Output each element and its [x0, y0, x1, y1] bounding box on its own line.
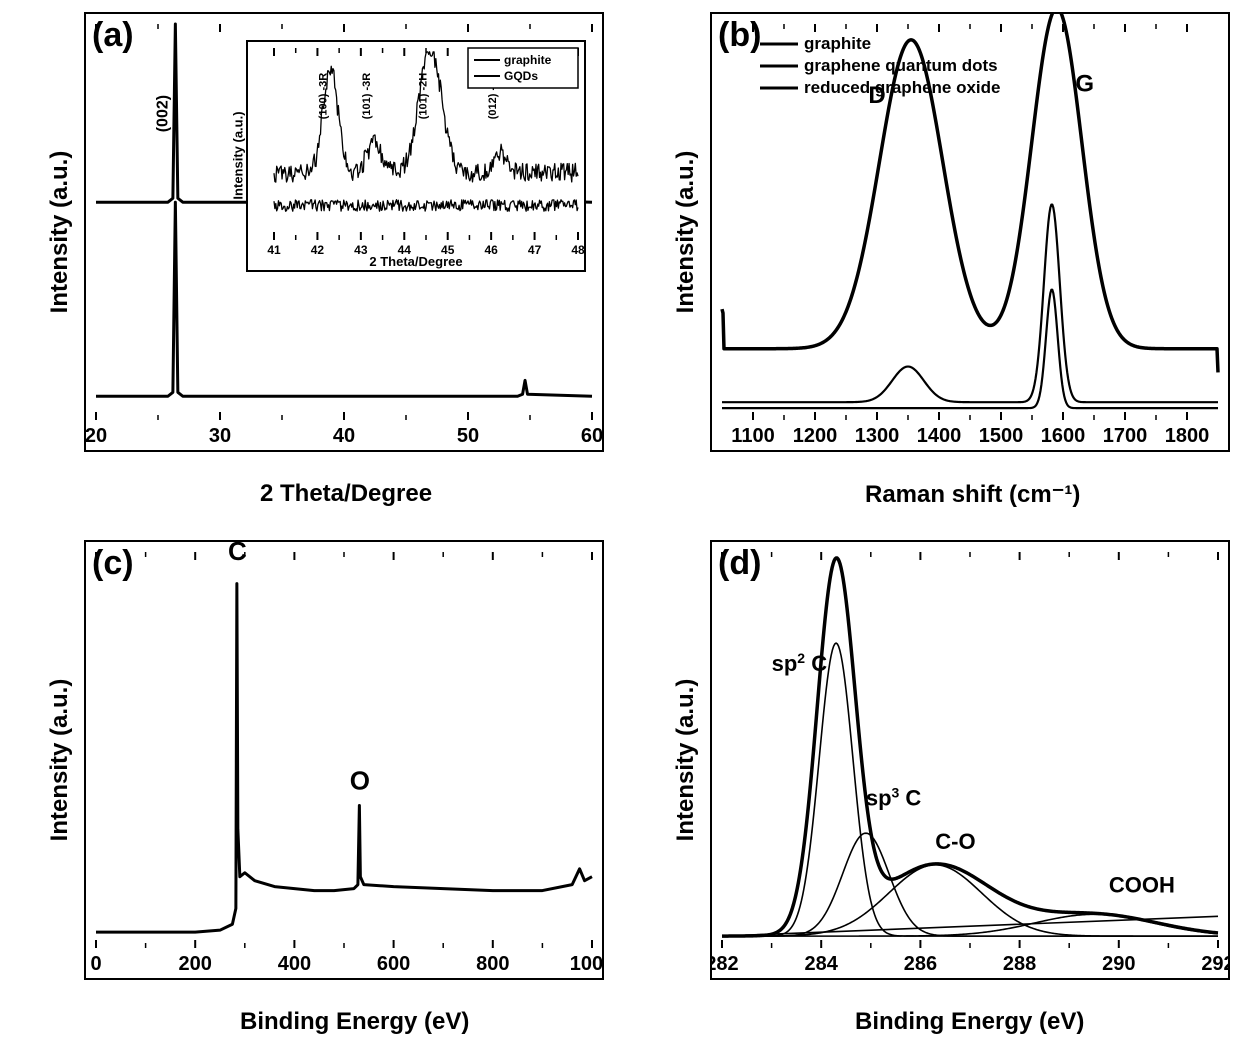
svg-text:C: C: [228, 542, 247, 566]
svg-text:200: 200: [179, 953, 212, 975]
svg-text:sp3 C: sp3 C: [866, 784, 922, 810]
svg-text:1300: 1300: [855, 425, 900, 447]
panel-d-xlabel: Binding Energy (eV): [855, 1008, 1084, 1036]
svg-text:282: 282: [712, 953, 739, 975]
panel-d: 282 284 286 288 290 292 sp2 C sp3 C C-O COOH (d): [710, 540, 1230, 980]
svg-text:(101) -2H: (101) -2H: [417, 73, 429, 120]
svg-text:30: 30: [209, 425, 231, 447]
svg-text:400: 400: [278, 953, 311, 975]
panel-b-xlabel: Raman shift (cm⁻¹): [865, 480, 1080, 509]
svg-text:42: 42: [311, 243, 325, 257]
svg-text:1000: 1000: [570, 953, 602, 975]
svg-text:0: 0: [90, 953, 101, 975]
svg-text:1800: 1800: [1165, 425, 1210, 447]
panel-c: 0 200 400 600 800 1000 C O (c): [84, 540, 604, 980]
svg-text:20: 20: [86, 425, 107, 447]
svg-text:1100: 1100: [731, 425, 774, 447]
svg-text:800: 800: [476, 953, 509, 975]
figure-root: 2030405060(002)(004) (a) 414243444546474…: [0, 0, 1240, 1039]
svg-text:2 Theta/Degree: 2 Theta/Degree: [369, 254, 462, 269]
svg-text:288: 288: [1003, 953, 1036, 975]
panel-b-label: (b): [718, 16, 761, 55]
svg-text:graphene quantum dots: graphene quantum dots: [804, 56, 998, 75]
svg-text:284: 284: [805, 953, 839, 975]
svg-text:60: 60: [581, 425, 602, 447]
svg-text:graphite: graphite: [504, 53, 552, 67]
panel-d-chart: 282 284 286 288 290 292 sp2 C sp3 C C-O COOH: [712, 542, 1228, 978]
panel-a: 2030405060(002)(004) (a) 414243444546474…: [84, 12, 604, 452]
svg-text:reduced graphene oxide: reduced graphene oxide: [804, 78, 1001, 97]
panel-a-inset-chart: 41424344454647482 Theta/Degree(100) -3R(…: [248, 42, 584, 270]
svg-text:G: G: [1075, 70, 1094, 97]
svg-text:COOH: COOH: [1109, 873, 1175, 898]
svg-text:290: 290: [1102, 953, 1135, 975]
svg-text:1200: 1200: [793, 425, 838, 447]
svg-text:(100) -3R: (100) -3R: [317, 73, 329, 120]
panel-b-chart: 11001200130014001500160017001800DGgraphi…: [712, 14, 1228, 450]
svg-text:O: O: [350, 766, 370, 796]
svg-text:47: 47: [528, 243, 542, 257]
svg-text:(002): (002): [154, 95, 171, 132]
svg-text:48: 48: [571, 243, 584, 257]
panel-c-xlabel: Binding Energy (eV): [240, 1008, 469, 1036]
svg-text:1500: 1500: [979, 425, 1024, 447]
svg-text:43: 43: [354, 243, 368, 257]
panel-a-label: (a): [92, 16, 134, 55]
svg-text:1600: 1600: [1041, 425, 1086, 447]
panel-d-label: (d): [718, 544, 761, 583]
panel-d-ylabel: Intensity (a.u.): [672, 660, 700, 860]
panel-c-label: (c): [92, 544, 134, 583]
svg-text:46: 46: [484, 243, 498, 257]
panel-a-xlabel: 2 Theta/Degree: [260, 480, 432, 508]
panel-b-ylabel: Intensity (a.u.): [672, 132, 700, 332]
svg-text:(101) -3R: (101) -3R: [361, 73, 373, 120]
svg-text:600: 600: [377, 953, 410, 975]
svg-text:50: 50: [457, 425, 479, 447]
panel-c-ylabel: Intensity (a.u.): [46, 660, 74, 860]
svg-text:C-O: C-O: [935, 829, 975, 854]
svg-text:40: 40: [333, 425, 355, 447]
panel-c-chart: 0 200 400 600 800 1000 C O: [86, 542, 602, 978]
svg-text:286: 286: [904, 953, 937, 975]
panel-a-inset-ylabel: Intensity (a.u.): [231, 111, 246, 199]
svg-text:graphite: graphite: [804, 34, 871, 53]
svg-text:GQDs: GQDs: [504, 69, 538, 83]
svg-text:1700: 1700: [1103, 425, 1148, 447]
svg-text:sp2 C: sp2 C: [772, 650, 828, 676]
svg-text:41: 41: [267, 243, 281, 257]
svg-text:292: 292: [1201, 953, 1228, 975]
panel-a-inset: 41424344454647482 Theta/Degree(100) -3R(…: [246, 40, 586, 272]
svg-text:1400: 1400: [917, 425, 962, 447]
panel-b: 11001200130014001500160017001800DGgraphi…: [710, 12, 1230, 452]
panel-a-ylabel: Intensity (a.u.): [46, 132, 74, 332]
